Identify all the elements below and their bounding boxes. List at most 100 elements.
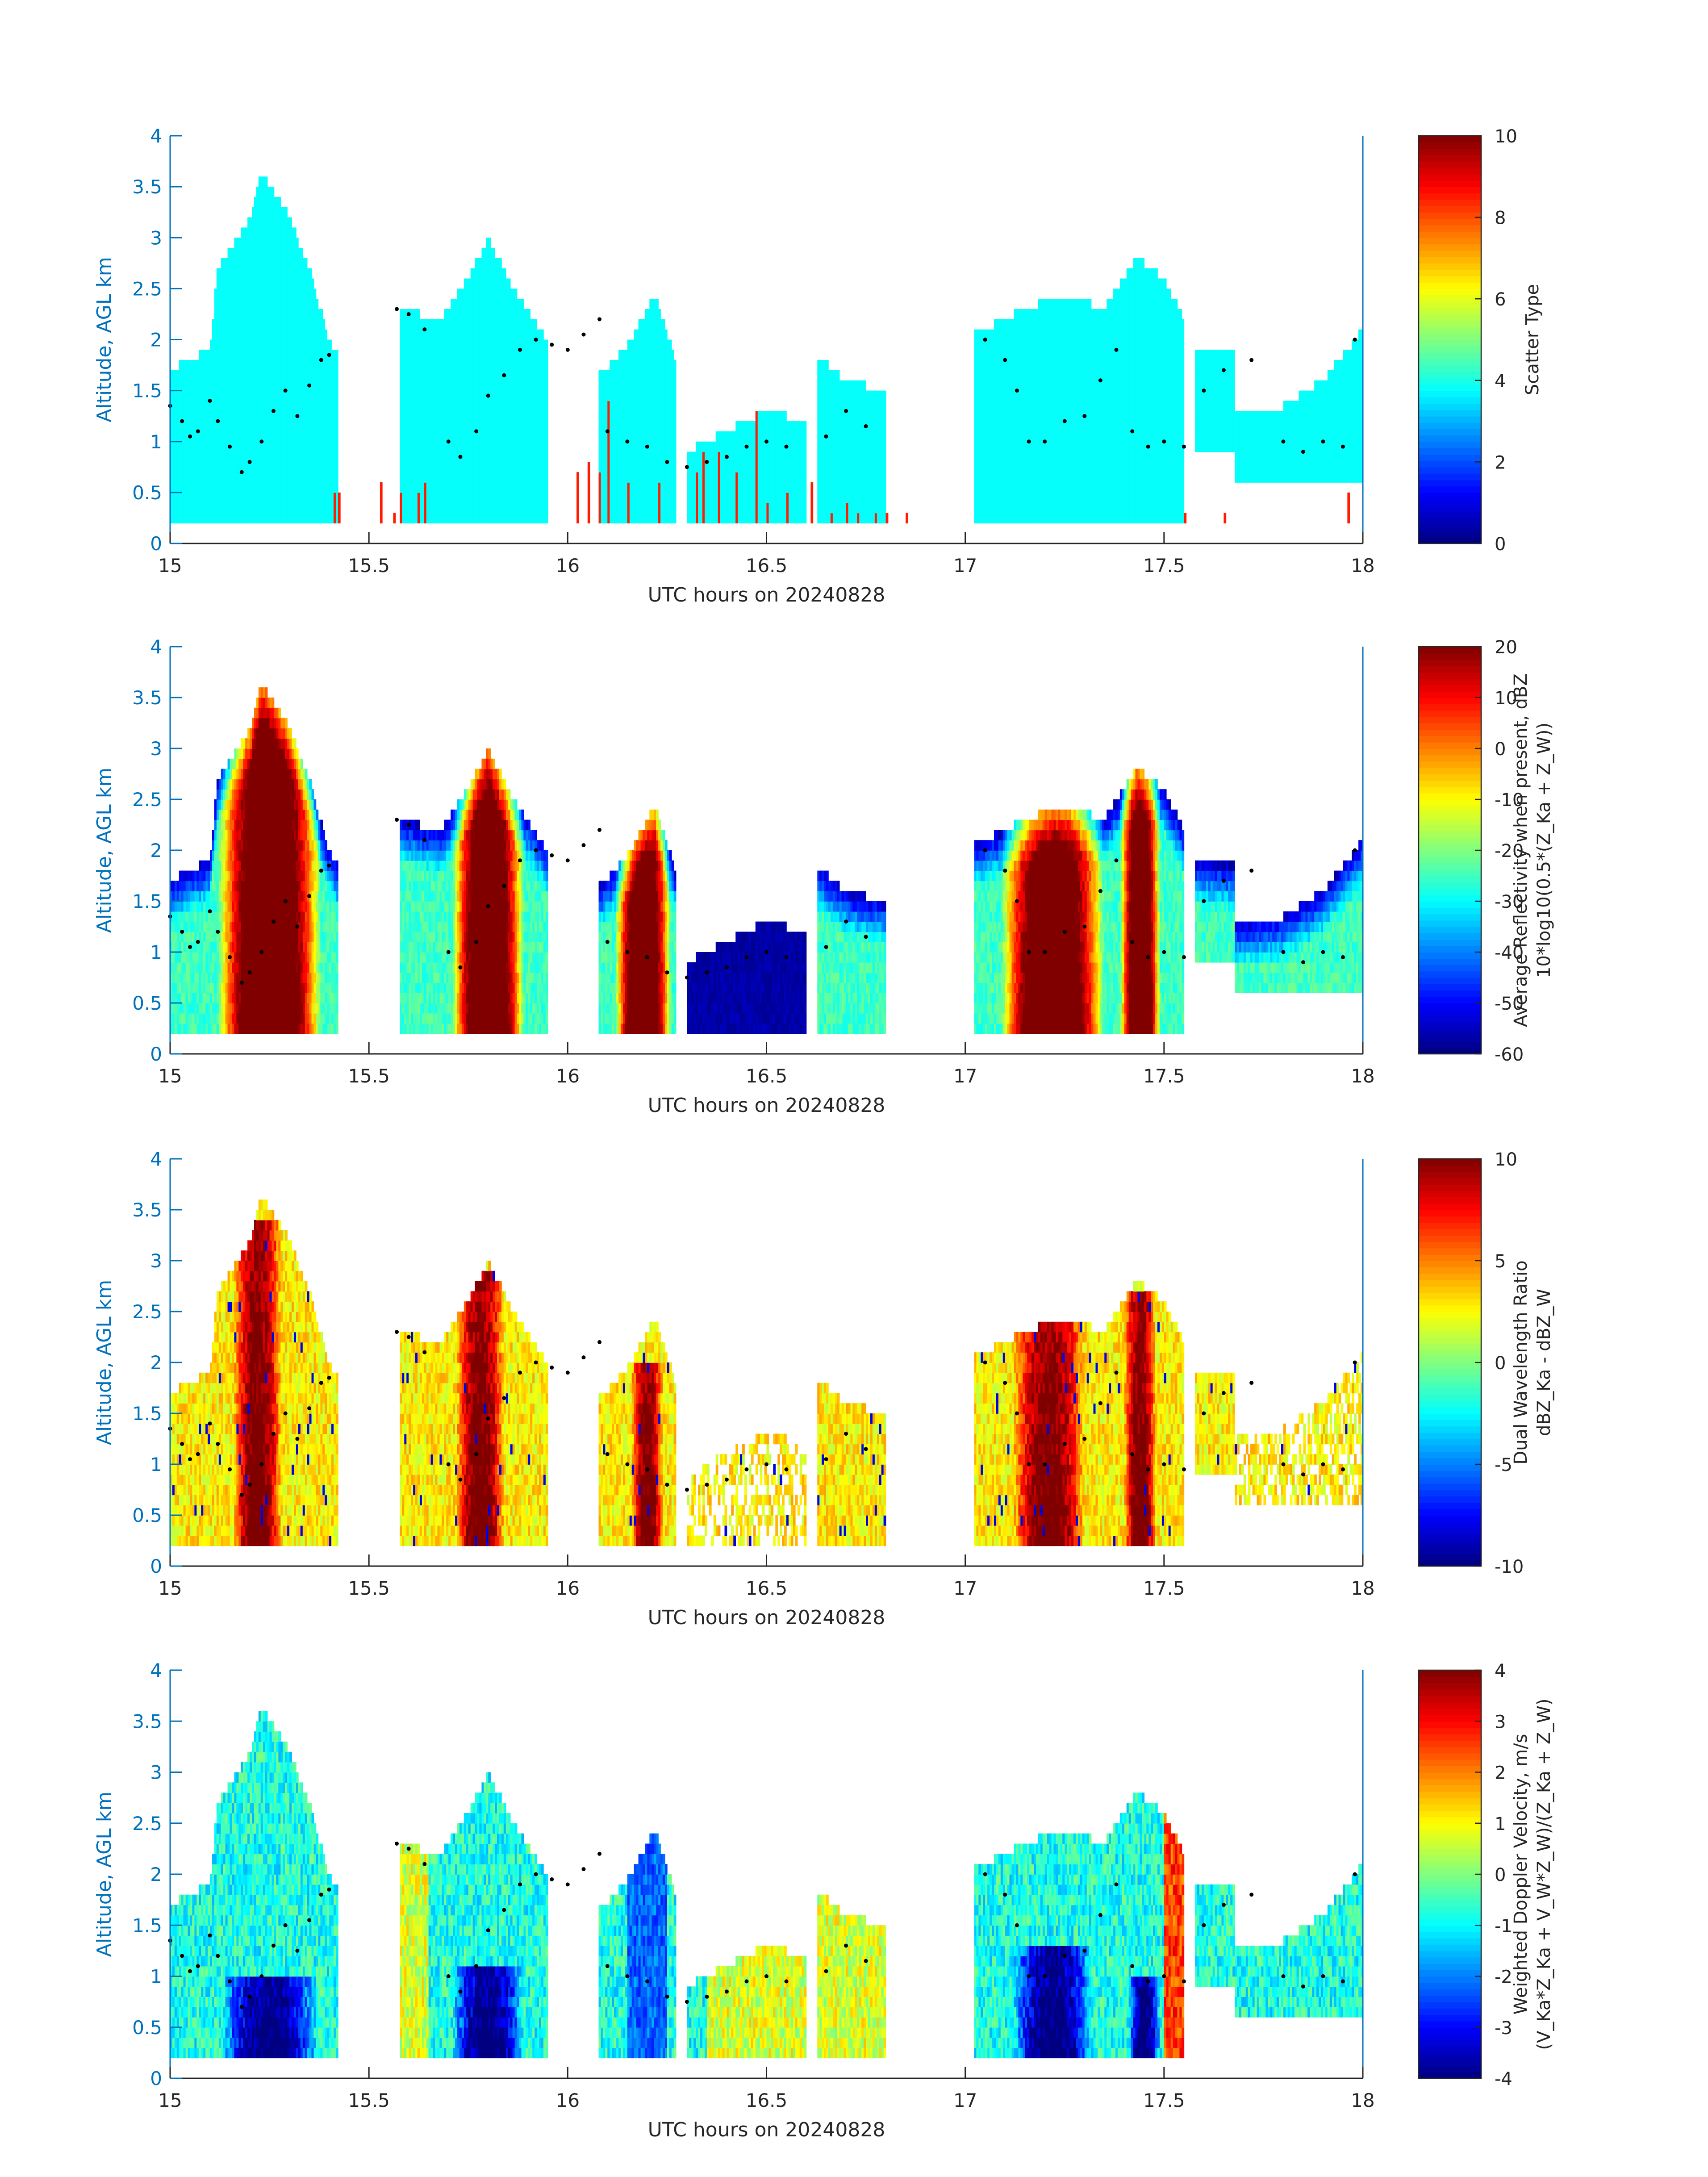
- heatmap-cell: [658, 421, 661, 432]
- heatmap-cell: [517, 309, 520, 320]
- heatmap-cell: [313, 451, 317, 463]
- heatmap-cell: [227, 319, 230, 330]
- heatmap-cell: [603, 441, 606, 452]
- heatmap-cell: [442, 421, 445, 432]
- heatmap-cell: [479, 472, 482, 483]
- heatmap-cell: [490, 278, 493, 289]
- heatmap-cell: [232, 360, 235, 371]
- heatmap-cell: [170, 472, 173, 483]
- heatmap-cell: [488, 401, 491, 412]
- heatmap-cell: [296, 390, 299, 401]
- heatmap-cell: [850, 492, 853, 503]
- heatmap-cell: [864, 482, 866, 493]
- heatmap-cell: [514, 472, 518, 483]
- heatmap-cell: [852, 421, 856, 432]
- heatmap-cell: [883, 513, 886, 524]
- heatmap-cell: [669, 339, 672, 351]
- heatmap-cell: [477, 370, 480, 381]
- heatmap-cell: [472, 288, 476, 299]
- heatmap-cell: [232, 319, 235, 330]
- heatmap-cell: [669, 482, 672, 493]
- heatmap-cell: [618, 482, 621, 493]
- heatmap-cell: [510, 370, 513, 381]
- heatmap-cell: [621, 411, 623, 422]
- heatmap-cell: [760, 513, 763, 524]
- heatmap-cell: [535, 370, 537, 381]
- heatmap-cell: [236, 472, 239, 483]
- heatmap-cell: [170, 370, 173, 381]
- heatmap-cell: [322, 421, 326, 432]
- heatmap-cell: [673, 441, 677, 452]
- heatmap-cell: [830, 472, 833, 483]
- heatmap-cell: [607, 441, 610, 452]
- heatmap-cell: [302, 380, 305, 391]
- heatmap-cell: [603, 431, 606, 442]
- heatmap-cell: [216, 350, 219, 360]
- heatmap-cell: [404, 360, 407, 371]
- heatmap-cell: [329, 482, 332, 493]
- heatmap-cell: [430, 492, 434, 503]
- heatmap-cell: [446, 370, 449, 381]
- heatmap-cell: [293, 339, 296, 351]
- heatmap-cell: [671, 411, 674, 422]
- heatmap-cell: [824, 360, 827, 371]
- heatmap-cell: [311, 492, 314, 503]
- heatmap-cell: [634, 482, 637, 493]
- heatmap-cell: [501, 390, 504, 401]
- heatmap-cell: [493, 360, 495, 371]
- heatmap-cell: [453, 502, 455, 514]
- heatmap-cell: [212, 411, 215, 422]
- heatmap-cell: [532, 390, 535, 401]
- heatmap-cell: [205, 462, 208, 473]
- heatmap-cell: [232, 350, 235, 360]
- heatmap-cell: [669, 441, 672, 452]
- heatmap-cell: [466, 360, 469, 371]
- heatmap-cell: [289, 482, 292, 493]
- heatmap-cell: [258, 441, 261, 452]
- heatmap-cell: [289, 268, 292, 279]
- heatmap-cell: [190, 421, 193, 432]
- heatmap-cell: [773, 421, 776, 432]
- heatmap-cell: [844, 513, 847, 524]
- heatmap-cell: [835, 411, 838, 422]
- heatmap-cell: [212, 339, 215, 351]
- heatmap-cell: [601, 390, 604, 401]
- heatmap-cell: [656, 431, 659, 442]
- heatmap-cell: [484, 421, 487, 432]
- heatmap-cell: [859, 502, 862, 514]
- heatmap-cell: [673, 360, 677, 371]
- heatmap-cell: [742, 492, 745, 503]
- heatmap-cell: [883, 421, 886, 432]
- heatmap-cell: [499, 360, 502, 371]
- heatmap-cell: [320, 421, 323, 432]
- heatmap-cell: [285, 319, 288, 330]
- heatmap-cell: [486, 258, 489, 269]
- heatmap-cell: [505, 339, 509, 351]
- heatmap-cell: [651, 360, 655, 371]
- heatmap-cell: [523, 380, 526, 391]
- heatmap-cell: [183, 441, 186, 452]
- heatmap-cell: [256, 441, 259, 452]
- heatmap-cell: [722, 482, 725, 493]
- heatmap-cell: [636, 441, 639, 452]
- heatmap-cell: [457, 319, 460, 330]
- heatmap-cell: [621, 482, 623, 493]
- heatmap-cell: [267, 288, 270, 299]
- heatmap-cell: [225, 421, 228, 432]
- heatmap-cell: [411, 431, 413, 442]
- heatmap-cell: [307, 502, 310, 514]
- heatmap-cell: [857, 431, 860, 442]
- heatmap-cell: [214, 350, 217, 360]
- heatmap-cell: [700, 482, 703, 493]
- heatmap-cell: [539, 401, 542, 412]
- heatmap-cell: [234, 339, 237, 351]
- heatmap-cell: [647, 360, 650, 371]
- heatmap-cell: [289, 401, 292, 412]
- heatmap-cell: [327, 482, 330, 493]
- heatmap-cell: [645, 492, 648, 503]
- heatmap-cell: [740, 421, 743, 432]
- heatmap-cell: [278, 258, 281, 269]
- heatmap-cell: [201, 411, 204, 422]
- heatmap-cell: [218, 401, 221, 412]
- heatmap-cell: [296, 451, 299, 463]
